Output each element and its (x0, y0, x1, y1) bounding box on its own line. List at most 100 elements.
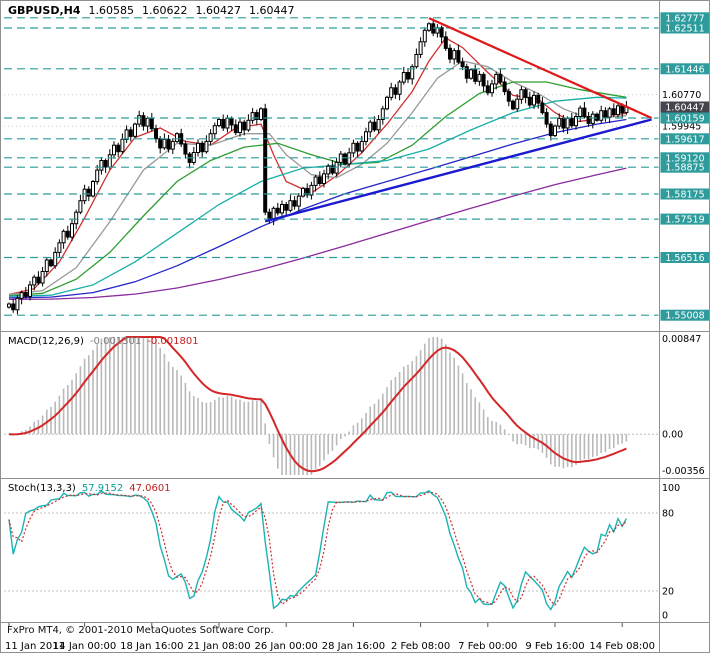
candle-body (91, 181, 95, 197)
price-level-box (660, 152, 709, 164)
time-axis-label: 21 Jan 08:00 (187, 641, 250, 652)
candle-body (473, 69, 478, 82)
candle-body (443, 36, 448, 49)
candle-body (448, 47, 452, 60)
price-scale-area[interactable] (660, 1, 710, 653)
chart-header: GBPUSD,H4 1.60585 1.60622 1.60427 1.6044… (8, 5, 295, 17)
candle-body (519, 89, 524, 100)
candle-body (200, 142, 205, 153)
low-value: 1.60427 (195, 4, 242, 17)
price-level-label: 1.57519 (665, 215, 704, 226)
candle-body (86, 188, 91, 197)
stoch-k-value: 57.9152 (81, 483, 124, 494)
symbol-timeframe-label: GBPUSD,H4 (8, 4, 81, 17)
candle-body (393, 87, 398, 95)
stoch-scale-label: 80 (662, 509, 674, 520)
candle-body (456, 50, 461, 63)
candle-body (95, 169, 100, 183)
price-level-box (660, 252, 709, 263)
time-axis-label: 26 Jan 00:00 (255, 641, 318, 652)
price-scale-label: 1.60770 (662, 90, 701, 101)
ma-purple (8, 167, 627, 301)
candle-body (250, 112, 255, 121)
time-axis-label: 14 Jan 00:00 (53, 641, 116, 652)
candle-body (141, 115, 146, 127)
macd-scale-zero-label: 0.00 (662, 430, 683, 441)
candle-body (523, 89, 528, 98)
candle-body (78, 200, 83, 213)
candle-body (254, 112, 259, 120)
candle-body (410, 66, 415, 80)
descending-resistance-line (428, 17, 653, 120)
candle-body (422, 29, 427, 43)
price-level-label: 1.58175 (665, 189, 704, 200)
candle-body (418, 41, 423, 55)
candle-body (611, 108, 616, 116)
candle-body (557, 117, 562, 127)
candle-body (275, 207, 280, 214)
candle-body (330, 165, 335, 174)
candle-body (414, 54, 419, 68)
price-level-label: 1.58875 (665, 163, 704, 174)
candle-body (385, 96, 389, 110)
candle-body (49, 259, 53, 267)
ascending-support-line (264, 118, 652, 223)
candle-body (183, 143, 188, 155)
main-chart-area[interactable] (1, 1, 659, 331)
open-value: 1.60585 (88, 4, 135, 17)
candle-body (578, 107, 583, 117)
stoch-scale-label: 0 (662, 611, 668, 622)
macd-panel-area[interactable] (1, 332, 659, 478)
candle-body (368, 121, 373, 133)
candle-body (292, 200, 297, 207)
candle-body (70, 223, 74, 238)
candle-body (305, 187, 310, 196)
candle-body (170, 140, 175, 150)
candle-body (309, 184, 314, 196)
candle-body (527, 96, 532, 106)
candle-body (406, 72, 410, 80)
macd-scale-top-label: 0.00847 (662, 334, 701, 345)
candle-body (616, 105, 620, 116)
stoch-d-value: 47.0601 (129, 483, 171, 494)
price-level-label: 1.59617 (665, 134, 704, 145)
candle-body (553, 125, 557, 137)
ma-green (8, 81, 627, 297)
candle-body (536, 94, 541, 104)
candle-body (477, 73, 482, 82)
candle-body (103, 160, 108, 168)
stoch-scale-label: 20 (662, 587, 674, 598)
candle-body (65, 230, 70, 238)
candle-body (599, 110, 604, 121)
candle-body (317, 176, 322, 184)
candle-body (7, 303, 11, 308)
macd-indicator-label: MACD(12,26,9) -0.001301 -0.001801 (8, 336, 199, 347)
candle-body (166, 138, 171, 150)
macd-scale-bottom-label: -0.00356 (662, 466, 705, 477)
time-axis-label: 28 Jan 16:00 (322, 641, 385, 652)
stoch-panel-area[interactable] (1, 479, 659, 622)
stoch-k-line (8, 489, 628, 611)
candle-body (544, 112, 549, 125)
candle-body (574, 116, 578, 127)
price-level-box (660, 213, 709, 225)
candle-body (196, 142, 200, 154)
price-level-box (660, 12, 709, 24)
price-level-label: 1.59120 (665, 153, 704, 164)
macd-signal-line (8, 336, 627, 473)
candle-body (296, 195, 301, 207)
candle-body (53, 251, 58, 267)
price-level-label: 1.62777 (665, 13, 704, 24)
candle-body (355, 142, 360, 152)
candle-body (490, 83, 494, 94)
candle-body (301, 187, 305, 197)
candle-body (44, 259, 49, 272)
candle-body (19, 292, 24, 299)
candle-body (28, 284, 32, 297)
stoch-name: Stoch(13,3,3) (8, 483, 76, 494)
candle-body (322, 173, 326, 184)
candle-body (124, 129, 129, 140)
candle-body (364, 131, 368, 142)
candle-body (263, 108, 268, 213)
